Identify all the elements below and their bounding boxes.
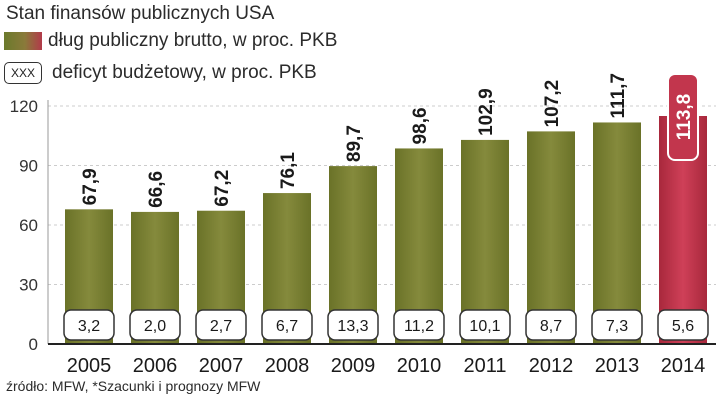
deficit-value-label: 5,6 xyxy=(672,318,694,335)
bar-2013 xyxy=(593,122,641,344)
deficit-box-2005 xyxy=(63,309,115,341)
legend-debt-swatch xyxy=(4,32,42,50)
deficit-box-2014 xyxy=(657,309,709,341)
legend-deficit: XXX deficyt budżetowy, w proc. PKB xyxy=(4,62,317,84)
x-tick-label: 2011 xyxy=(463,355,506,377)
deficit-value-label: 11,2 xyxy=(404,318,434,335)
bar-value-label: 107,2 xyxy=(542,80,563,128)
legend-deficit-swatch: XXX xyxy=(4,62,42,84)
bar-value-label: 89,7 xyxy=(344,125,365,162)
bar-value-label: 76,1 xyxy=(278,152,299,189)
bar-value-label: 67,9 xyxy=(80,168,101,205)
y-tick-label: 120 xyxy=(10,97,38,116)
deficit-value-label: 2,0 xyxy=(144,318,166,335)
deficit-value-label: 6,7 xyxy=(276,318,298,335)
x-tick-label: 2005 xyxy=(67,355,112,377)
legend-debt-label: dług publiczny brutto, w proc. PKB xyxy=(48,30,338,51)
deficit-value-label: 8,7 xyxy=(540,318,562,335)
deficit-value-label: 2,7 xyxy=(210,318,232,335)
y-tick-label: 30 xyxy=(19,276,38,295)
deficit-value-label: 7,3 xyxy=(606,318,628,335)
deficit-box-2008 xyxy=(261,309,313,341)
deficit-box-2011 xyxy=(459,309,511,341)
legend-debt: dług publiczny brutto, w proc. PKB xyxy=(4,30,337,52)
deficit-value-label: 13,3 xyxy=(337,318,368,335)
bar-value-label: 102,9 xyxy=(476,88,497,136)
deficit-box-2009 xyxy=(327,309,379,341)
x-tick-label: 2006 xyxy=(133,355,178,377)
deficit-box-2006 xyxy=(129,309,181,341)
x-tick-label: 2014 xyxy=(661,355,706,377)
y-tick-label: 90 xyxy=(19,157,38,176)
x-tick-label: 2013 xyxy=(595,355,640,377)
deficit-box-2010 xyxy=(393,309,445,341)
deficit-box-2007 xyxy=(195,309,247,341)
bar-value-label: 67,2 xyxy=(212,170,233,207)
deficit-value-label: 10,1 xyxy=(469,318,500,335)
bar-value-label: 113,8 xyxy=(674,94,695,141)
legend-deficit-label: deficyt budżetowy, w proc. PKB xyxy=(52,62,317,83)
x-tick-label: 2012 xyxy=(529,355,574,377)
deficit-box-2013 xyxy=(591,309,643,341)
bar-label-box-2014 xyxy=(667,73,699,161)
y-tick-label: 60 xyxy=(19,216,38,235)
bar-value-label: 111,7 xyxy=(608,73,629,118)
bar-value-label: 66,6 xyxy=(146,171,167,208)
x-tick-label: 2007 xyxy=(199,355,244,377)
source-note: źródło: MFW, *Szacunki i prognozy MFW xyxy=(6,378,261,394)
legend-deficit-swatch-text: XXX xyxy=(10,66,35,80)
bar-2012 xyxy=(527,131,575,344)
chart-title: Stan finansów publicznych USA xyxy=(6,3,275,24)
x-tick-label: 2008 xyxy=(265,355,310,377)
bar-value-label: 98,6 xyxy=(410,107,431,144)
deficit-value-label: 3,2 xyxy=(78,318,100,335)
deficit-box-2012 xyxy=(525,309,577,341)
y-tick-label: 0 xyxy=(29,335,38,354)
x-tick-label: 2009 xyxy=(331,355,376,377)
x-tick-label: 2010 xyxy=(397,355,442,377)
